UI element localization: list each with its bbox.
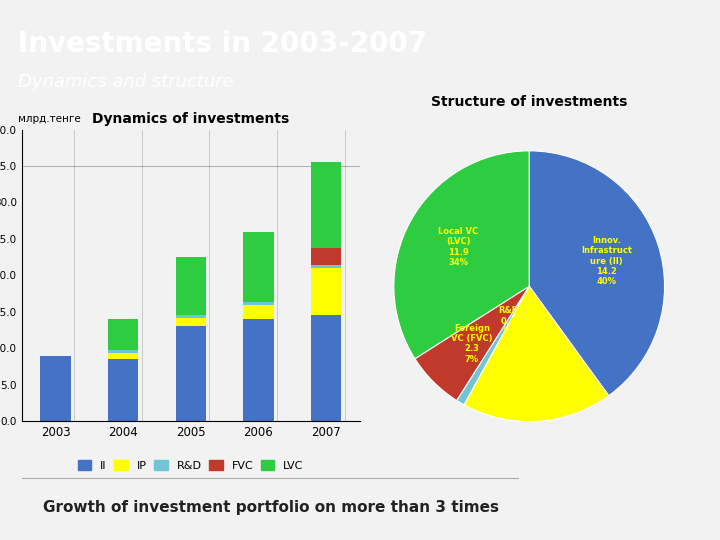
Bar — [176, 318, 206, 326]
Bar — [108, 319, 138, 350]
Bar — [243, 302, 274, 305]
Bar — [176, 315, 206, 318]
Bar — [40, 356, 71, 421]
Bar — [108, 353, 138, 359]
Wedge shape — [394, 151, 529, 359]
Bar — [243, 305, 274, 319]
Bar — [311, 265, 341, 268]
Bar — [176, 326, 206, 421]
Text: R&D
0.4
1%: R&D 0.4 1% — [498, 306, 519, 336]
Wedge shape — [464, 286, 609, 422]
Wedge shape — [456, 286, 529, 405]
Text: Innov.
Infrastruct
ure (II)
14.2
40%: Innov. Infrastruct ure (II) 14.2 40% — [581, 236, 632, 286]
Text: Innov.
Projects
(IP)
6.1
18%: Innov. Projects (IP) 6.1 18% — [515, 342, 554, 393]
Text: Growth of investment portfolio on more than 3 times: Growth of investment portfolio on more t… — [43, 500, 499, 515]
Text: Foreign
VC (FVC)
2.3
7%: Foreign VC (FVC) 2.3 7% — [451, 323, 492, 364]
Text: млрд.тенге: млрд.тенге — [18, 114, 81, 124]
Bar — [108, 350, 138, 353]
Legend: II, IP, R&D, FVC, LVC: II, IP, R&D, FVC, LVC — [73, 456, 308, 475]
Text: Investments in 2003-2007: Investments in 2003-2007 — [18, 30, 427, 58]
Wedge shape — [529, 151, 665, 396]
Title: Structure of investments: Structure of investments — [431, 95, 627, 109]
Bar — [243, 232, 274, 302]
Bar — [243, 319, 274, 421]
Bar — [311, 161, 341, 248]
Wedge shape — [415, 286, 529, 401]
Bar — [311, 268, 341, 315]
Text: Dynamics and structure: Dynamics and structure — [18, 73, 234, 91]
Text: Local VC
(LVC)
11.9
34%: Local VC (LVC) 11.9 34% — [438, 227, 478, 267]
Title: Dynamics of investments: Dynamics of investments — [92, 112, 289, 126]
Bar — [311, 248, 341, 265]
Bar — [176, 257, 206, 315]
Bar — [108, 359, 138, 421]
Bar — [311, 315, 341, 421]
